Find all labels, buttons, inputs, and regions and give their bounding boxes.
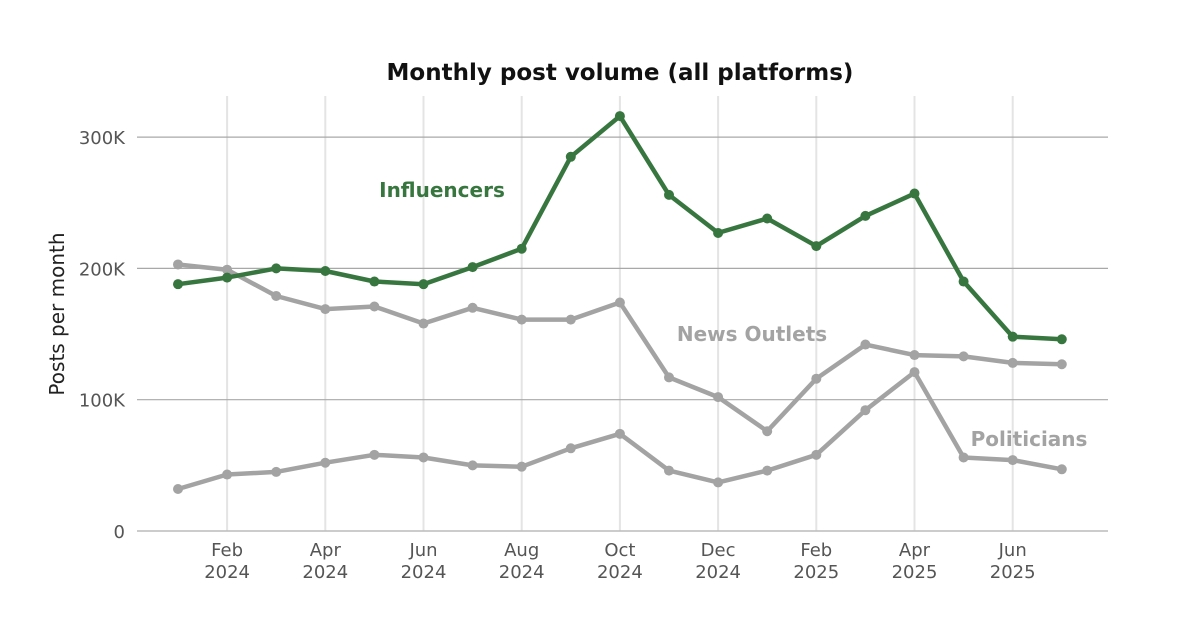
point-politicians-0 <box>173 483 183 494</box>
point-news-outlets-14 <box>860 339 871 350</box>
series-layer <box>173 111 1067 494</box>
point-politicians-3 <box>320 457 331 468</box>
y-tick-200k: 200K <box>79 259 126 280</box>
point-news-outlets-2 <box>271 290 282 301</box>
point-politicians-17 <box>1007 455 1018 466</box>
series-label-news-outlets: News Outlets <box>677 322 827 346</box>
point-influencers-7 <box>516 243 527 254</box>
point-politicians-4 <box>369 449 380 460</box>
x-tick-apr-2024: Apr 2024 <box>302 540 348 583</box>
point-influencers-18 <box>1056 334 1067 345</box>
point-politicians-16 <box>958 452 969 463</box>
point-influencers-12 <box>762 213 773 224</box>
point-news-outlets-10 <box>664 372 674 383</box>
x-tick-feb-2025: Feb 2025 <box>793 540 839 583</box>
point-politicians-2 <box>271 466 282 477</box>
x-tick-aug-2024: Aug 2024 <box>499 540 545 583</box>
point-influencers-9 <box>614 111 625 122</box>
x-tick-apr-2025: Apr 2025 <box>892 540 938 583</box>
point-politicians-18 <box>1056 464 1067 475</box>
point-news-outlets-11 <box>713 392 724 403</box>
point-influencers-3 <box>320 266 331 277</box>
point-politicians-11 <box>713 477 724 488</box>
point-politicians-14 <box>860 405 871 416</box>
point-influencers-17 <box>1007 331 1018 342</box>
point-influencers-6 <box>467 262 478 273</box>
point-news-outlets-18 <box>1056 359 1067 370</box>
point-news-outlets-16 <box>958 351 969 362</box>
point-news-outlets-12 <box>762 426 773 437</box>
point-influencers-16 <box>958 276 969 287</box>
y-tick-100k: 100K <box>79 391 126 412</box>
series-politicians <box>173 367 1067 494</box>
point-politicians-5 <box>418 452 429 463</box>
point-news-outlets-4 <box>369 301 380 312</box>
y-axis-label: Posts per month <box>45 232 69 395</box>
point-influencers-0 <box>173 279 183 290</box>
point-news-outlets-8 <box>565 314 576 325</box>
point-news-outlets-15 <box>909 350 920 361</box>
point-news-outlets-0 <box>173 259 183 270</box>
x-tick-jun-2025: Jun 2025 <box>990 540 1036 583</box>
point-influencers-14 <box>860 210 871 221</box>
vertical-gridlines <box>226 96 1014 531</box>
point-politicians-1 <box>222 469 233 480</box>
y-axis-ticks: 0 100K 200K 300K <box>79 128 126 543</box>
x-axis-ticks: Feb 2024 Apr 2024 Jun 2024 Aug 2024 Oct 2024 Dec 20… <box>204 540 1035 583</box>
point-politicians-9 <box>614 428 625 439</box>
series-news-outlets <box>173 259 1067 437</box>
x-tick-oct-2024: Oct 2024 <box>597 540 643 583</box>
point-news-outlets-1 <box>222 264 233 275</box>
y-tick-300k: 300K <box>79 128 126 149</box>
point-influencers-1 <box>222 272 233 283</box>
point-influencers-4 <box>369 276 380 287</box>
point-news-outlets-13 <box>811 373 822 384</box>
point-influencers-15 <box>909 188 920 199</box>
point-politicians-7 <box>516 461 527 472</box>
point-influencers-11 <box>713 227 724 238</box>
point-influencers-10 <box>664 189 674 200</box>
point-news-outlets-6 <box>467 302 478 313</box>
point-politicians-10 <box>664 465 674 476</box>
point-influencers-2 <box>271 263 282 274</box>
point-politicians-12 <box>762 465 773 476</box>
point-politicians-13 <box>811 449 822 460</box>
series-label-influencers: Influencers <box>379 178 505 202</box>
point-influencers-13 <box>811 241 822 252</box>
chart-title: Monthly post volume (all platforms) <box>387 60 854 86</box>
y-tick-0: 0 <box>114 522 125 543</box>
point-news-outlets-17 <box>1007 357 1018 368</box>
point-influencers-8 <box>565 151 576 162</box>
series-influencers <box>173 111 1067 345</box>
point-news-outlets-7 <box>516 314 527 325</box>
point-news-outlets-3 <box>320 304 331 315</box>
point-politicians-8 <box>565 443 576 454</box>
point-politicians-6 <box>467 460 478 471</box>
series-label-politicians: Politicians <box>971 427 1088 451</box>
x-tick-feb-2024: Feb 2024 <box>204 540 250 583</box>
x-tick-dec-2024: Dec 2024 <box>695 540 741 583</box>
point-influencers-5 <box>418 279 429 290</box>
x-tick-jun-2024: Jun 2024 <box>401 540 447 583</box>
point-news-outlets-9 <box>614 297 625 308</box>
point-news-outlets-5 <box>418 318 429 329</box>
point-politicians-15 <box>909 367 920 378</box>
